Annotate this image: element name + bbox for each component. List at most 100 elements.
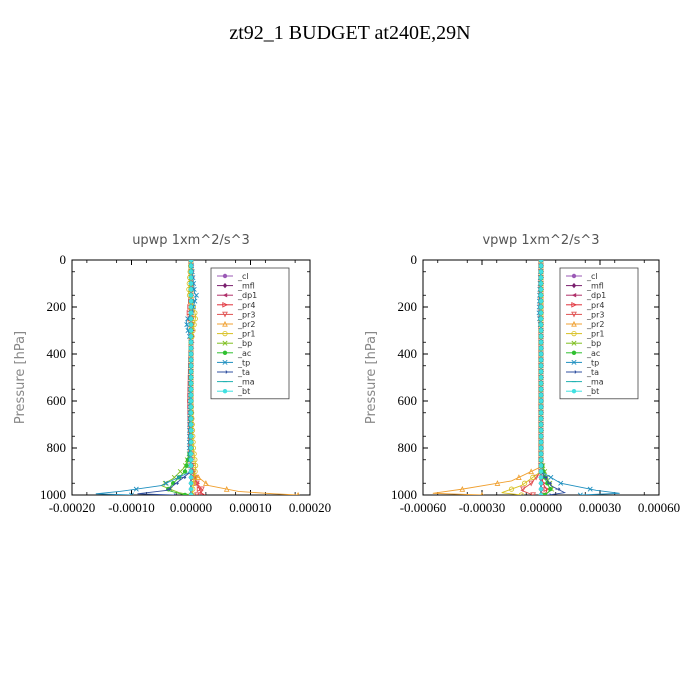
legend-entry: _bt bbox=[217, 387, 250, 396]
y-tick-label: 200 bbox=[47, 299, 67, 314]
data-point bbox=[538, 457, 544, 462]
data-point bbox=[188, 260, 194, 263]
data-point bbox=[188, 298, 194, 304]
legend-marker bbox=[571, 359, 577, 365]
y-axis-label: Pressure [hPa] bbox=[364, 331, 379, 424]
legend: _cl_mfl_dp1_pr4_pr3_pr2_pr1_bp_ac_tp_ta_… bbox=[210, 267, 290, 400]
data-point bbox=[538, 328, 544, 333]
x-tick-label: 0.00060 bbox=[638, 500, 680, 515]
data-point bbox=[520, 486, 526, 493]
plot-area bbox=[432, 260, 620, 495]
page-title: zt92_1 BUDGET at240E,29N bbox=[229, 22, 471, 44]
series-bt bbox=[538, 260, 544, 495]
legend-entry: _ac bbox=[566, 349, 600, 358]
data-point bbox=[538, 304, 544, 310]
legend-label: _pr4 bbox=[586, 301, 604, 310]
x-tick-label: 0.00030 bbox=[579, 500, 621, 515]
legend-marker bbox=[222, 389, 228, 394]
data-point bbox=[538, 416, 544, 421]
data-point bbox=[196, 486, 203, 492]
data-point bbox=[558, 480, 564, 486]
legend-entry: _pr3 bbox=[217, 310, 255, 319]
chart-title: upwp 1xm^2/s^3 bbox=[132, 233, 250, 248]
data-point bbox=[182, 469, 188, 474]
data-point bbox=[188, 269, 194, 274]
legend-entry: _ac bbox=[217, 349, 251, 358]
legend-marker bbox=[571, 370, 577, 374]
legend-entry: _ta bbox=[217, 368, 250, 377]
legend-entry: _ma bbox=[566, 378, 604, 387]
data-point bbox=[170, 493, 176, 495]
data-point bbox=[188, 345, 194, 351]
legend-marker bbox=[571, 293, 577, 298]
data-point bbox=[188, 451, 194, 457]
legend-entry: _bt bbox=[566, 387, 599, 396]
legend-label: _ta bbox=[586, 368, 599, 377]
legend-entry: _pr1 bbox=[566, 330, 604, 339]
legend-entry: _mfl bbox=[566, 282, 604, 291]
data-point bbox=[538, 281, 544, 286]
data-point bbox=[577, 492, 583, 495]
data-point bbox=[518, 492, 524, 495]
data-point bbox=[542, 492, 548, 495]
data-point bbox=[188, 387, 194, 392]
data-point bbox=[188, 281, 194, 286]
data-point bbox=[188, 275, 194, 280]
data-point bbox=[188, 428, 194, 433]
data-point bbox=[538, 263, 544, 269]
data-point bbox=[538, 369, 544, 374]
data-point bbox=[538, 316, 544, 321]
data-point bbox=[538, 387, 544, 392]
data-point bbox=[538, 404, 544, 410]
data-point bbox=[188, 310, 194, 316]
data-point bbox=[538, 310, 544, 316]
data-point bbox=[516, 474, 522, 480]
data-point bbox=[188, 398, 194, 404]
x-tick-label: -0.00010 bbox=[108, 500, 155, 515]
data-point bbox=[538, 410, 544, 415]
x-tick-label: 0.00020 bbox=[289, 500, 331, 515]
legend-marker bbox=[571, 301, 578, 308]
legend-entry: _tp bbox=[566, 358, 599, 367]
data-point bbox=[538, 357, 544, 363]
legend-entry: _cl bbox=[217, 272, 249, 281]
legend-marker bbox=[571, 330, 577, 337]
data-point bbox=[538, 381, 544, 386]
legend-label: _bt bbox=[586, 387, 599, 396]
data-point bbox=[185, 316, 191, 322]
legend-entry: _dp1 bbox=[217, 291, 257, 300]
data-point bbox=[188, 463, 194, 468]
series-ta bbox=[137, 260, 194, 495]
data-point bbox=[166, 487, 172, 491]
data-point bbox=[188, 287, 194, 292]
legend-label: _tp bbox=[237, 358, 250, 367]
x-tick-label: 0.00000 bbox=[520, 500, 562, 515]
series-tp bbox=[95, 260, 199, 495]
legend-label: _bp bbox=[586, 339, 601, 348]
legend-marker bbox=[571, 389, 577, 394]
data-point bbox=[188, 351, 194, 357]
y-tick-label: 0 bbox=[411, 252, 418, 267]
legend-label: _pr2 bbox=[237, 320, 255, 329]
data-point bbox=[538, 434, 544, 439]
data-point bbox=[528, 480, 535, 487]
legend-label: _pr1 bbox=[237, 330, 255, 339]
legend-label: _bt bbox=[237, 387, 250, 396]
data-point bbox=[538, 398, 544, 404]
data-point bbox=[188, 381, 194, 386]
y-tick-label: 600 bbox=[47, 393, 67, 408]
legend-entry: _pr1 bbox=[217, 330, 255, 339]
legend-entry: _ma bbox=[217, 378, 255, 387]
data-point bbox=[181, 475, 187, 480]
data-point bbox=[176, 474, 182, 480]
data-point bbox=[195, 474, 202, 480]
data-point bbox=[188, 375, 194, 380]
legend-marker bbox=[222, 340, 228, 346]
data-point bbox=[223, 486, 230, 492]
data-point bbox=[538, 422, 544, 427]
data-point bbox=[538, 275, 544, 280]
data-point bbox=[188, 392, 194, 398]
legend-label: _pr3 bbox=[586, 310, 604, 319]
data-point bbox=[188, 322, 194, 327]
data-point bbox=[538, 351, 544, 357]
